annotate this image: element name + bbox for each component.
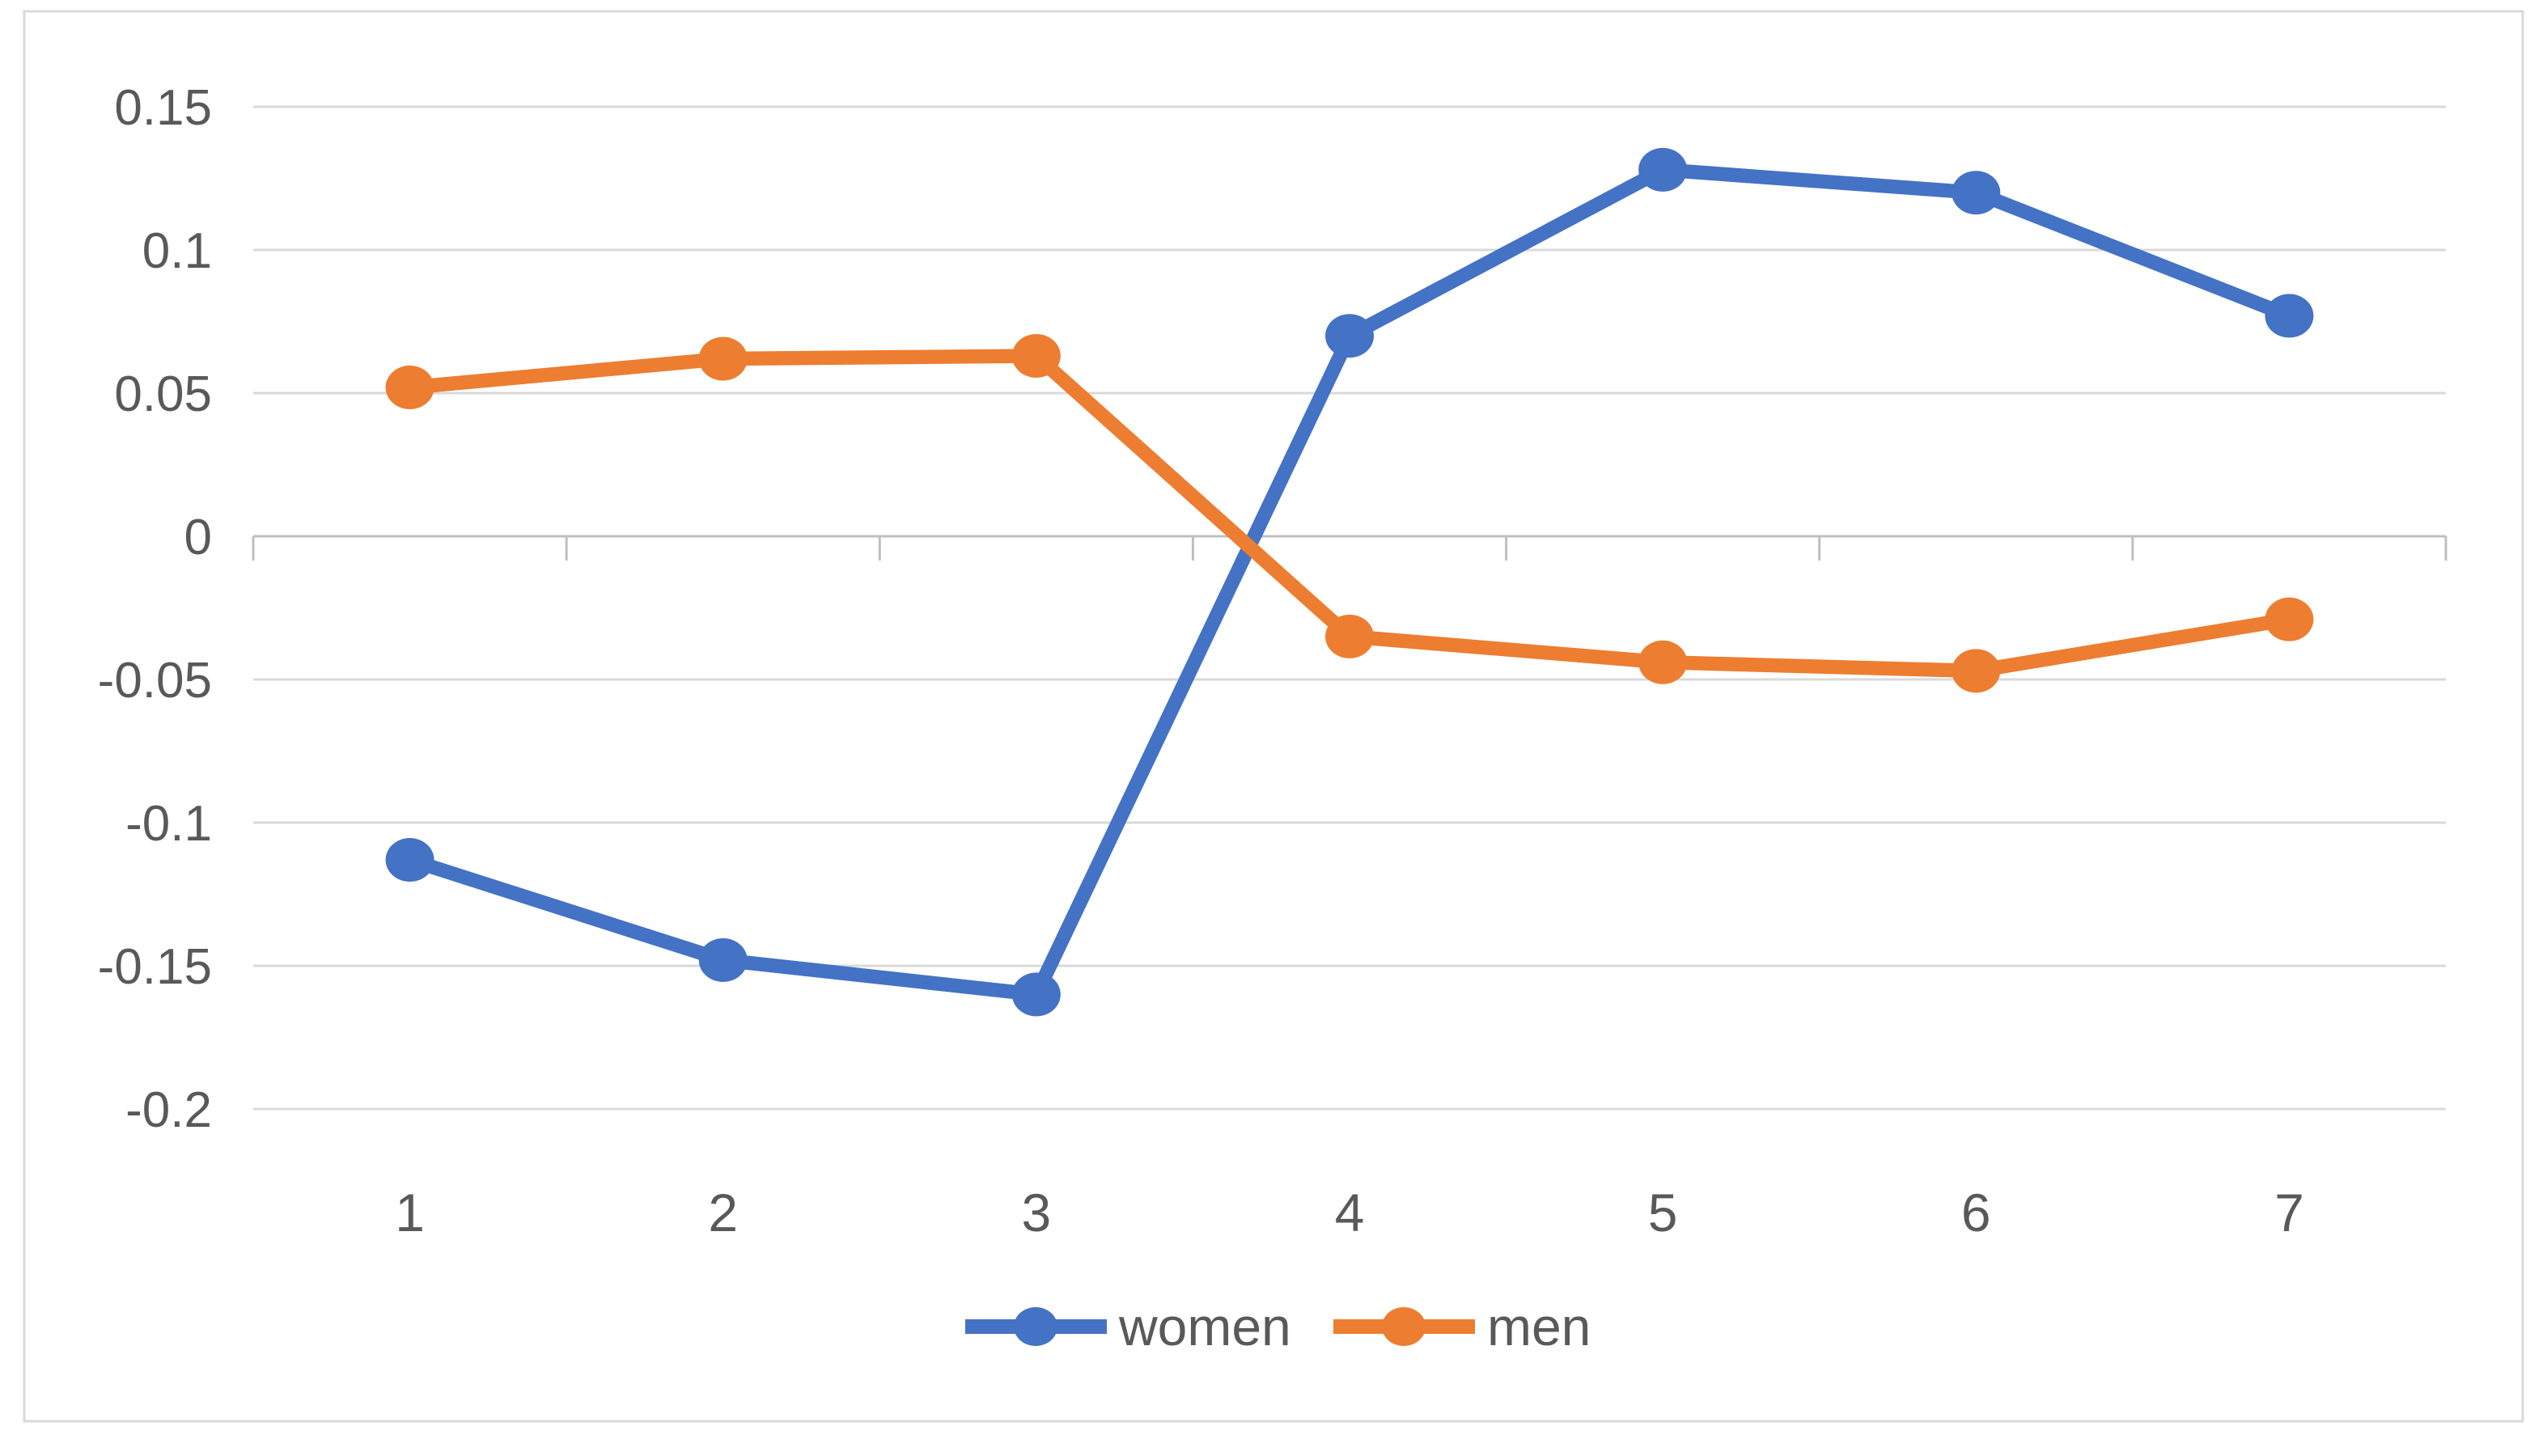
y-tick-label: 0.15 (114, 80, 212, 136)
x-tick-label: 7 (2274, 1183, 2304, 1242)
y-tick-label: 0.1 (142, 223, 212, 279)
data-point-marker-men (1325, 614, 1374, 658)
chart-border (23, 10, 2524, 1423)
legend-marker-men (1382, 1307, 1426, 1346)
data-point-marker-men (385, 365, 434, 409)
data-point-marker-men (698, 336, 748, 381)
x-tick-label: 5 (1648, 1183, 1678, 1242)
data-point-marker-men (2265, 597, 2314, 641)
y-tick-label: 0.05 (114, 366, 212, 422)
y-tick-label: -0.15 (98, 939, 212, 995)
data-point-marker-women (1638, 147, 1688, 192)
legend-label-men: men (1487, 1297, 1591, 1357)
data-point-marker-men (1952, 649, 2001, 693)
data-point-marker-women (385, 838, 434, 882)
data-point-marker-women (698, 938, 748, 982)
data-point-marker-men (1638, 640, 1688, 684)
y-tick-label: 0 (184, 510, 212, 565)
data-point-marker-women (1952, 171, 2001, 215)
y-tick-label: -0.1 (125, 796, 212, 852)
x-tick-label: 6 (1961, 1183, 1991, 1242)
x-tick-label: 3 (1021, 1183, 1051, 1242)
legend-label-women: women (1118, 1297, 1291, 1357)
x-tick-label: 1 (395, 1183, 425, 1242)
legend-marker-women (1014, 1307, 1057, 1346)
y-tick-label: -0.05 (98, 653, 212, 709)
data-point-marker-women (1325, 314, 1374, 358)
data-point-marker-women (1011, 972, 1061, 1017)
x-tick-label: 2 (708, 1183, 738, 1242)
x-tick-label: 4 (1335, 1183, 1365, 1242)
y-tick-label: -0.2 (125, 1082, 212, 1138)
data-point-marker-men (1011, 333, 1061, 378)
data-point-marker-women (2265, 294, 2314, 338)
